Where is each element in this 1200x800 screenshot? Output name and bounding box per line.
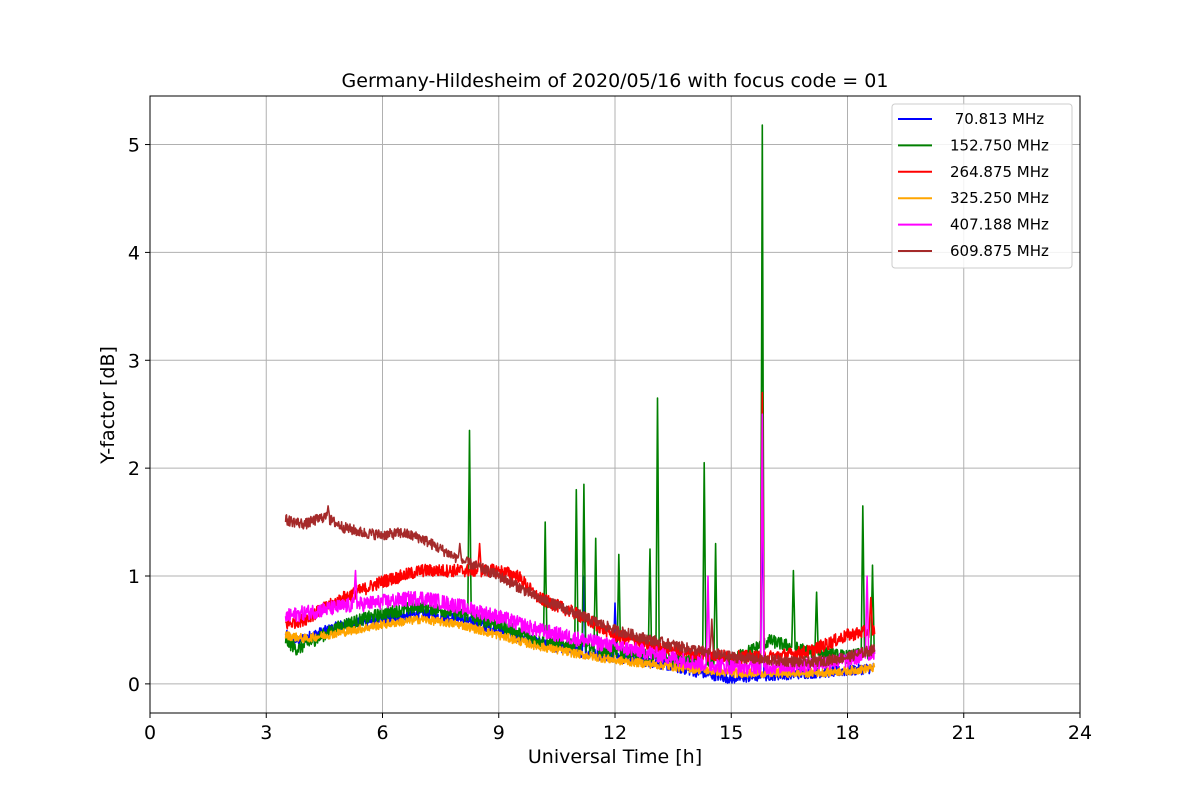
x-tick-label-1: 3 — [260, 722, 272, 744]
legend-box — [891, 103, 1073, 269]
legend-label-4: 407.188 MHz — [950, 216, 1049, 234]
grid — [150, 96, 1080, 713]
x-tick-label-6: 18 — [835, 722, 859, 744]
series-line-5 — [284, 505, 876, 669]
y-tick-label-3: 3 — [128, 350, 140, 372]
x-tick-label-2: 6 — [376, 722, 388, 744]
y-tick-label-5: 5 — [128, 135, 140, 157]
legend-label-3: 325.250 MHz — [950, 189, 1049, 207]
x-tick-label-4: 12 — [603, 722, 627, 744]
x-tick-label-8: 24 — [1068, 722, 1092, 744]
legend-label-5: 609.875 MHz — [950, 242, 1049, 260]
series-line-2 — [284, 391, 876, 665]
chart-title: Germany-Hildesheim of 2020/05/16 with fo… — [342, 70, 889, 92]
x-tick-label-0: 0 — [144, 722, 156, 744]
x-axis-label: Universal Time [h] — [528, 746, 702, 768]
y-tick-label-2: 2 — [128, 458, 140, 480]
y-tick-label-0: 0 — [128, 674, 140, 696]
series-line-3 — [284, 614, 876, 679]
x-tick-label-3: 9 — [493, 722, 505, 744]
y-tick-label-4: 4 — [128, 242, 140, 264]
legend-label-0: 70.813 MHz — [950, 110, 1044, 128]
legend: 70.813 MHz 152.750 MHz 264.875 MHz 325.250 … — [891, 103, 1073, 269]
x-tick-label-5: 15 — [719, 722, 743, 744]
legend-label-1: 152.750 MHz — [950, 136, 1049, 154]
y-tick-label-1: 1 — [128, 566, 140, 588]
legend-label-2: 264.875 MHz — [950, 163, 1049, 181]
series-layer — [284, 124, 876, 684]
x-tick-label-7: 21 — [952, 722, 976, 744]
y-axis-label: Y-factor [dB] — [97, 346, 119, 465]
